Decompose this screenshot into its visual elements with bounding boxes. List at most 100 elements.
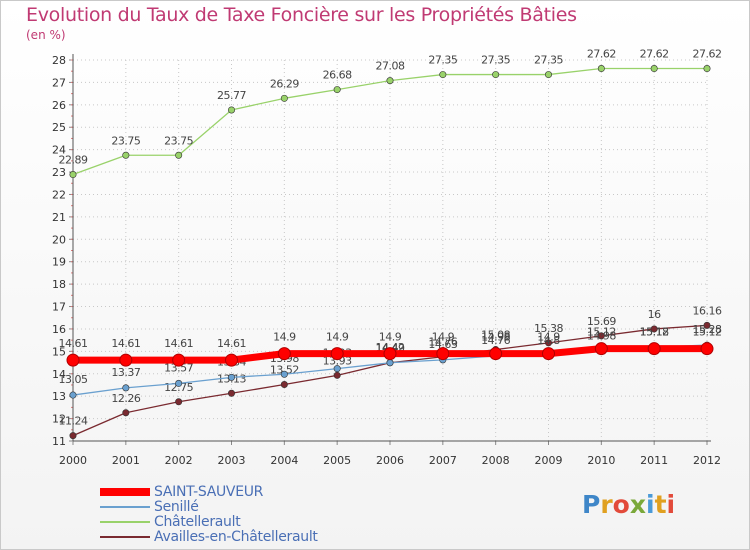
data-label: 27.35 <box>428 54 457 67</box>
data-label: 14.98 <box>481 331 510 344</box>
data-point <box>386 359 394 367</box>
data-point <box>703 321 711 329</box>
data-point <box>280 381 288 389</box>
x-tick-label: 2004 <box>270 454 298 467</box>
proxiti-logo: Proxiti <box>582 490 675 519</box>
x-tick-label: 2002 <box>165 454 193 467</box>
logo-letter: r <box>600 490 613 519</box>
y-tick-label: 28 <box>52 54 66 67</box>
data-label: 27.35 <box>481 54 510 67</box>
data-label: 15.12 <box>693 326 722 339</box>
legend-swatch <box>100 521 150 523</box>
data-label: 11.24 <box>59 415 88 428</box>
x-tick-label: 2010 <box>587 454 615 467</box>
data-point <box>333 371 341 379</box>
data-point <box>122 151 130 159</box>
data-label: 26.68 <box>323 69 352 82</box>
data-point <box>280 94 288 102</box>
y-tick-label: 24 <box>52 144 66 157</box>
y-tick-label: 11 <box>52 435 66 448</box>
x-tick-label: 2005 <box>323 454 351 467</box>
data-label: 14.76 <box>481 334 510 347</box>
y-tick-label: 25 <box>52 121 66 134</box>
data-label: 14.9 <box>379 331 402 344</box>
data-label: 14.63 <box>428 338 457 351</box>
data-point <box>597 332 605 340</box>
y-tick-label: 13 <box>52 390 66 403</box>
data-point <box>228 106 236 114</box>
data-point <box>122 384 130 392</box>
legend-label: SAINT-SAUVEUR <box>154 484 264 500</box>
data-label: 13.05 <box>59 373 88 386</box>
series-saint-sauveur: 14.61 14.61 14.61 14.61 14.9 14.9 14.9 14.9 14.9… <box>59 326 722 367</box>
data-label: 27.62 <box>587 48 616 61</box>
legend-label: Availles-en-Châtellerault <box>154 529 318 545</box>
data-point <box>544 71 552 79</box>
data-point <box>594 342 608 356</box>
data-label: 14.9 <box>326 331 349 344</box>
data-label: 14.9 <box>432 331 455 344</box>
data-label: 23.75 <box>164 134 193 147</box>
data-label: 14.61 <box>217 337 246 350</box>
data-point <box>175 379 183 387</box>
x-tick-label: 2009 <box>535 454 563 467</box>
data-point <box>333 86 341 94</box>
y-tick-label: 16 <box>52 323 66 336</box>
data-point <box>66 353 80 367</box>
y-tick-label: 21 <box>52 211 66 224</box>
data-label: 27.35 <box>534 54 563 67</box>
legend-label: Senillé <box>154 499 199 515</box>
data-point <box>542 347 555 361</box>
data-label: 13.37 <box>111 366 140 379</box>
data-label: 15.38 <box>534 322 563 335</box>
data-label: 16 <box>648 308 661 321</box>
data-label: 15.18 <box>640 325 669 338</box>
data-point <box>280 370 288 378</box>
data-label: 27.62 <box>693 48 722 61</box>
y-tick-label: 12 <box>52 413 66 426</box>
data-label: 14.61 <box>59 337 88 350</box>
data-label: 12.26 <box>111 392 140 405</box>
data-label: 15.69 <box>587 315 616 328</box>
data-label: 16.16 <box>693 304 722 317</box>
data-point <box>650 65 658 73</box>
y-tick-label: 22 <box>52 188 66 201</box>
logo-letter: P <box>582 490 601 519</box>
data-label: 14.9 <box>273 331 296 344</box>
y-tick-label: 15 <box>52 345 66 358</box>
data-label: 13.93 <box>323 354 352 367</box>
data-point <box>172 353 186 367</box>
data-label: 14.61 <box>164 337 193 350</box>
data-point <box>122 409 130 417</box>
data-point <box>69 432 77 440</box>
x-tick-label: 2011 <box>640 454 668 467</box>
data-point <box>333 365 341 373</box>
y-tick-label: 18 <box>52 278 66 291</box>
data-point <box>650 325 658 333</box>
data-label: 14.76 <box>428 336 457 349</box>
x-tick-label: 2007 <box>429 454 457 467</box>
x-tick-label: 2001 <box>112 454 140 467</box>
series-ch-tellerault: 22.89 23.75 23.75 25.77 26.29 26.68 27.08 27.35… <box>59 48 722 179</box>
data-point <box>647 342 661 356</box>
chart-unit-label: (en %) <box>26 28 66 42</box>
data-label: 15.12 <box>587 326 616 339</box>
data-point <box>175 398 183 406</box>
legend-label: Châtellerault <box>154 514 241 530</box>
data-label: 15.28 <box>693 323 722 336</box>
y-tick-label: 20 <box>52 233 66 246</box>
x-tick-label: 2000 <box>59 454 87 467</box>
legend-swatch <box>100 506 150 508</box>
logo-letter: i <box>646 490 655 519</box>
data-label: 14.8 <box>537 334 560 347</box>
logo-letter: x <box>629 490 646 519</box>
x-tick-label: 2006 <box>376 454 404 467</box>
data-point <box>544 339 552 347</box>
y-tick-label: 19 <box>52 256 66 269</box>
logo-letter: o <box>612 490 630 519</box>
data-label: 14.9 <box>537 331 560 344</box>
data-point <box>225 353 238 367</box>
data-point <box>69 171 77 179</box>
data-point <box>703 65 711 73</box>
